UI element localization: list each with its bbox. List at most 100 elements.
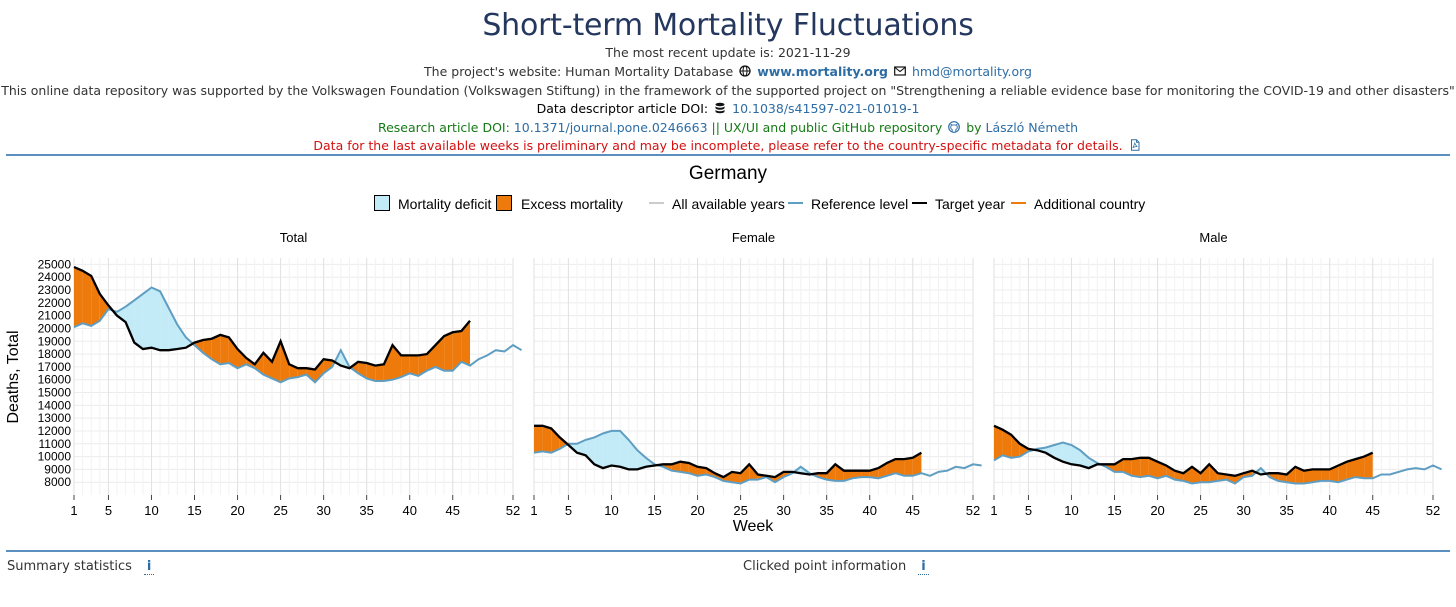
summary-info-icon[interactable]: i xyxy=(143,559,155,575)
header-divider xyxy=(6,154,1450,156)
excess-mortality-area xyxy=(835,464,844,481)
mortality-deficit-area xyxy=(1080,450,1089,469)
mortality-deficit-area xyxy=(628,439,638,470)
legend-all-years-line xyxy=(649,202,664,204)
x-tick-label: 40 xyxy=(862,503,876,518)
mortality-deficit-area xyxy=(594,433,603,469)
summary-section: Summary statistics i xyxy=(7,559,155,575)
excess-mortality-area xyxy=(1114,459,1124,472)
footer-divider xyxy=(6,550,1450,552)
envelope-icon xyxy=(894,66,906,76)
mortality-chart[interactable]: Deaths, TotalWeek80009000100001100012000… xyxy=(0,225,1456,545)
mortality-deficit-area xyxy=(1071,445,1081,466)
author-link[interactable]: László Németh xyxy=(985,120,1079,135)
excess-mortality-area xyxy=(912,452,922,476)
mortality-deficit-area xyxy=(1045,445,1055,458)
x-tick-label: 20 xyxy=(230,503,244,518)
mortality-deficit-area xyxy=(1054,442,1063,462)
legend-reference-line xyxy=(788,202,803,204)
excess-mortality-area xyxy=(228,337,238,369)
x-tick-label: 40 xyxy=(1322,503,1336,518)
y-axis-label: Deaths, Total xyxy=(5,330,22,423)
legend-deficit-label: Mortality deficit xyxy=(398,196,492,212)
reference-level-line xyxy=(993,441,1443,485)
repo-text: || UX/UI and public GitHub repository xyxy=(711,120,943,135)
clicked-info-icon[interactable]: i xyxy=(918,559,929,575)
excess-mortality-area xyxy=(1200,464,1210,483)
y-tick-label: 24000 xyxy=(38,270,72,284)
excess-mortality-area xyxy=(315,359,324,383)
x-tick-label: 25 xyxy=(1193,503,1207,518)
excess-mortality-area xyxy=(1148,457,1158,479)
x-tick-label: 45 xyxy=(446,503,460,518)
legend-target-label: Target year xyxy=(935,196,1006,212)
excess-mortality-area xyxy=(1226,474,1235,484)
excess-mortality-area xyxy=(1157,461,1167,479)
x-tick-label: 30 xyxy=(1236,503,1250,518)
descriptor-label: Data descriptor article DOI: xyxy=(536,101,709,116)
by-label: by xyxy=(966,120,982,135)
y-tick-label: 11000 xyxy=(39,437,72,451)
reference-level-line xyxy=(533,429,982,485)
x-tick-label: 1 xyxy=(70,503,77,518)
excess-mortality-area xyxy=(461,320,470,366)
excess-mortality-area xyxy=(1278,473,1287,483)
x-tick-label: 52 xyxy=(966,503,980,518)
excess-mortality-area xyxy=(426,345,436,371)
excess-mortality-area xyxy=(375,364,384,381)
excess-mortality-area xyxy=(383,345,393,381)
github-icon[interactable] xyxy=(948,121,961,133)
descriptor-doi-link[interactable]: 10.1038/s41597-021-01019-1 xyxy=(732,101,920,116)
excess-mortality-area xyxy=(435,336,445,371)
legend-additional-line xyxy=(1011,202,1026,204)
website-line: The project's website: Human Mortality D… xyxy=(0,64,1456,79)
x-tick-label: 45 xyxy=(1366,503,1380,518)
x-tick-label: 15 xyxy=(187,503,201,518)
excess-mortality-area xyxy=(1338,461,1347,483)
research-doi-link[interactable]: 10.1371/journal.pone.0246663 xyxy=(513,120,708,135)
y-tick-label: 13000 xyxy=(38,411,72,425)
y-tick-label: 8000 xyxy=(44,475,71,489)
summary-label: Summary statistics xyxy=(7,559,132,574)
x-tick-label: 20 xyxy=(1150,503,1164,518)
legend-all-years-label: All available years xyxy=(672,196,785,212)
excess-mortality-area xyxy=(542,425,552,453)
x-tick-label: 25 xyxy=(273,503,287,518)
pdf-file-icon[interactable] xyxy=(1129,139,1141,151)
excess-mortality-area xyxy=(1002,429,1012,458)
x-tick-label: 15 xyxy=(1107,503,1121,518)
excess-mortality-area xyxy=(220,334,229,365)
y-tick-label: 21000 xyxy=(38,309,72,323)
excess-mortality-area xyxy=(1321,469,1330,481)
database-icon xyxy=(715,102,725,114)
x-tick-label: 35 xyxy=(359,503,373,518)
x-tick-label: 1 xyxy=(530,503,537,518)
excess-mortality-area xyxy=(444,332,453,371)
mortality-deficit-area xyxy=(177,324,186,349)
excess-mortality-area xyxy=(895,459,905,476)
excess-mortality-area xyxy=(732,471,741,484)
target-year-line xyxy=(993,424,1374,477)
excess-mortality-area xyxy=(418,354,427,376)
excess-mortality-area xyxy=(272,341,281,383)
mortality-deficit-area xyxy=(585,437,595,465)
mortality-deficit-area xyxy=(142,287,152,349)
excess-mortality-area xyxy=(994,425,1003,461)
x-tick-label: 35 xyxy=(1279,503,1293,518)
country-title: Germany xyxy=(688,163,768,184)
excess-mortality-area xyxy=(1011,434,1020,458)
excess-mortality-area xyxy=(1019,443,1029,457)
excess-mortality-area xyxy=(452,331,462,371)
x-tick-label: 52 xyxy=(1426,503,1440,518)
mortality-deficit-area xyxy=(125,300,135,343)
globe-icon xyxy=(739,65,751,77)
email-link[interactable]: hmd@mortality.org xyxy=(911,64,1032,79)
website-link[interactable]: www.mortality.org xyxy=(757,64,888,79)
excess-mortality-area xyxy=(1183,466,1192,484)
excess-mortality-area xyxy=(904,457,913,476)
excess-mortality-area xyxy=(237,349,247,369)
y-tick-label: 12000 xyxy=(38,424,72,438)
excess-mortality-area xyxy=(1312,469,1322,483)
y-tick-label: 10000 xyxy=(38,450,72,464)
x-tick-label: 20 xyxy=(690,503,704,518)
